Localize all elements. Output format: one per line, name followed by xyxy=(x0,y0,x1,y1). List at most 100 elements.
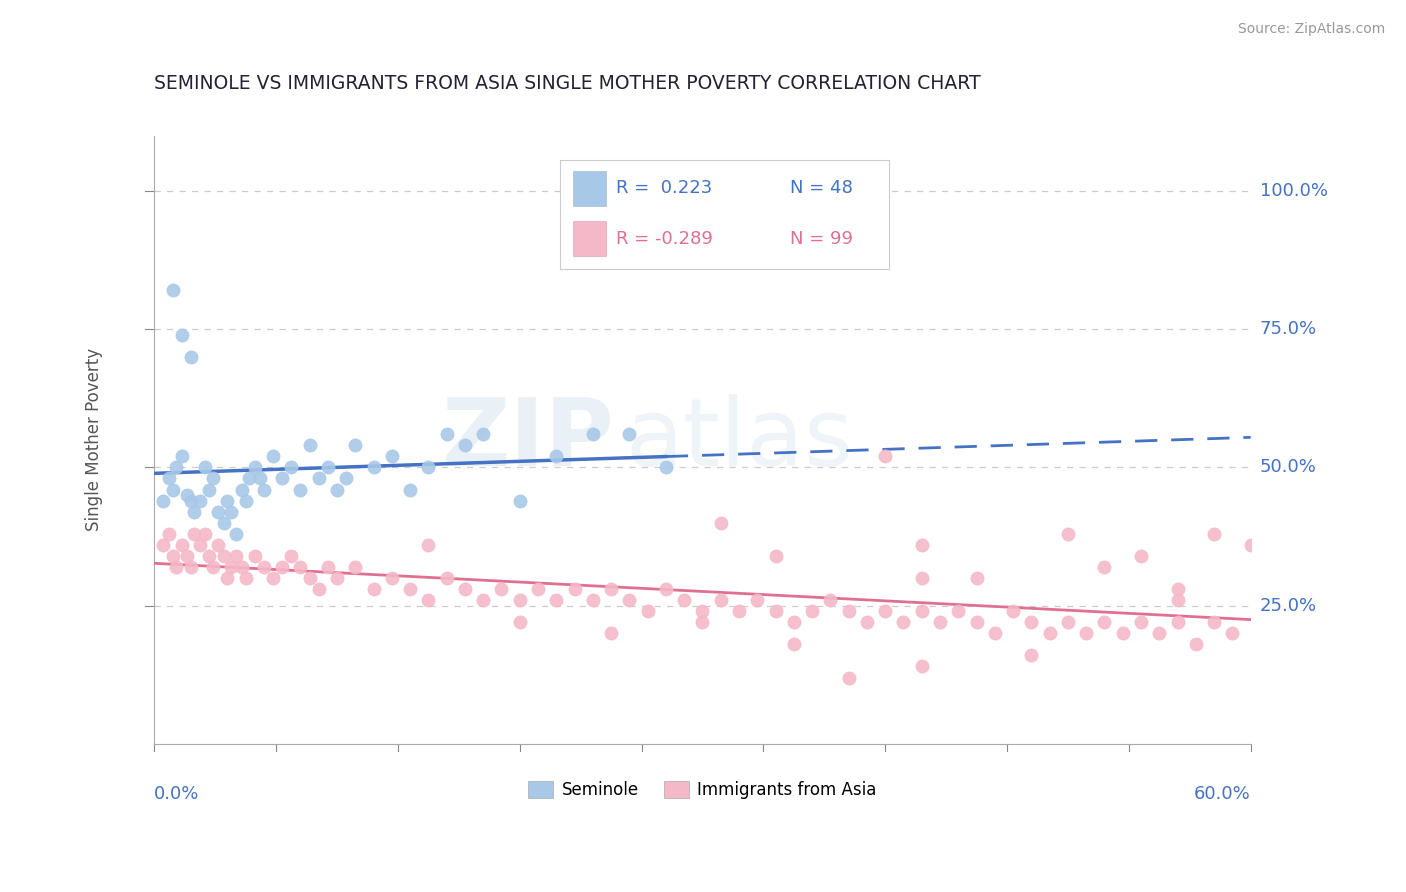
Point xyxy=(527,582,550,596)
Text: 100.0%: 100.0% xyxy=(1260,182,1327,200)
Point xyxy=(231,483,253,497)
Point xyxy=(911,538,934,552)
Point xyxy=(984,626,1007,640)
Point xyxy=(1076,626,1098,640)
Point xyxy=(1002,604,1025,618)
Point xyxy=(710,516,733,530)
Point xyxy=(911,571,934,585)
Point xyxy=(1167,615,1189,630)
Point xyxy=(1039,626,1062,640)
Point xyxy=(1130,615,1153,630)
Point xyxy=(875,450,897,464)
Point xyxy=(176,488,198,502)
Point xyxy=(619,427,641,442)
Point xyxy=(399,582,422,596)
Point xyxy=(765,549,787,563)
Text: 60.0%: 60.0% xyxy=(1194,785,1251,804)
Point xyxy=(326,571,349,585)
Point xyxy=(326,483,349,497)
Point xyxy=(893,615,915,630)
Point xyxy=(198,549,221,563)
Point xyxy=(509,493,531,508)
Point xyxy=(183,526,205,541)
Point xyxy=(747,593,769,607)
Point xyxy=(225,549,247,563)
Point xyxy=(783,615,806,630)
Text: 0.0%: 0.0% xyxy=(155,785,200,804)
Point xyxy=(472,427,495,442)
Point xyxy=(1057,615,1080,630)
Point xyxy=(152,538,174,552)
Point xyxy=(546,450,568,464)
Point xyxy=(1167,582,1189,596)
Point xyxy=(801,604,824,618)
Point xyxy=(491,582,513,596)
Point xyxy=(436,571,458,585)
Point xyxy=(280,460,302,475)
Point xyxy=(838,671,860,685)
Point xyxy=(363,460,385,475)
Point xyxy=(820,593,842,607)
Point xyxy=(856,615,879,630)
Point xyxy=(436,427,458,442)
Point xyxy=(176,549,198,563)
Point xyxy=(1057,526,1080,541)
Point xyxy=(1222,626,1244,640)
Point xyxy=(1204,526,1226,541)
Point xyxy=(509,615,531,630)
Point xyxy=(157,471,180,485)
Point xyxy=(692,615,714,630)
Point xyxy=(1130,549,1153,563)
Text: ZIP: ZIP xyxy=(441,393,614,486)
Point xyxy=(582,427,605,442)
Point xyxy=(472,593,495,607)
Point xyxy=(207,505,229,519)
Point xyxy=(783,637,806,651)
Point xyxy=(212,516,235,530)
Point xyxy=(929,615,952,630)
Point xyxy=(201,560,224,574)
Point xyxy=(157,526,180,541)
Point xyxy=(217,493,239,508)
Point xyxy=(673,593,696,607)
Point xyxy=(170,327,193,342)
Point xyxy=(298,438,321,452)
Point xyxy=(170,450,193,464)
Point xyxy=(1240,538,1263,552)
Point xyxy=(1112,626,1135,640)
Point xyxy=(582,593,605,607)
Point xyxy=(911,659,934,673)
Point xyxy=(253,560,276,574)
Point xyxy=(298,571,321,585)
Point xyxy=(165,460,187,475)
Point xyxy=(180,560,202,574)
Point xyxy=(418,593,440,607)
Point xyxy=(217,571,239,585)
Point xyxy=(546,593,568,607)
Text: atlas: atlas xyxy=(626,393,853,486)
Point xyxy=(243,460,266,475)
Point xyxy=(249,471,271,485)
Point xyxy=(710,593,733,607)
Point xyxy=(280,549,302,563)
Point xyxy=(271,471,294,485)
Point xyxy=(207,538,229,552)
Point xyxy=(180,493,202,508)
Point xyxy=(271,560,294,574)
Point xyxy=(243,549,266,563)
Point xyxy=(875,604,897,618)
Point xyxy=(966,571,988,585)
Point xyxy=(344,560,367,574)
Point xyxy=(262,450,284,464)
Point xyxy=(188,493,211,508)
Point xyxy=(1149,626,1171,640)
Point xyxy=(152,493,174,508)
Point xyxy=(308,582,330,596)
Point xyxy=(165,560,187,574)
Point xyxy=(219,505,242,519)
Point xyxy=(966,615,988,630)
Text: Source: ZipAtlas.com: Source: ZipAtlas.com xyxy=(1237,22,1385,37)
Point xyxy=(201,471,224,485)
Point xyxy=(308,471,330,485)
Point xyxy=(838,604,860,618)
